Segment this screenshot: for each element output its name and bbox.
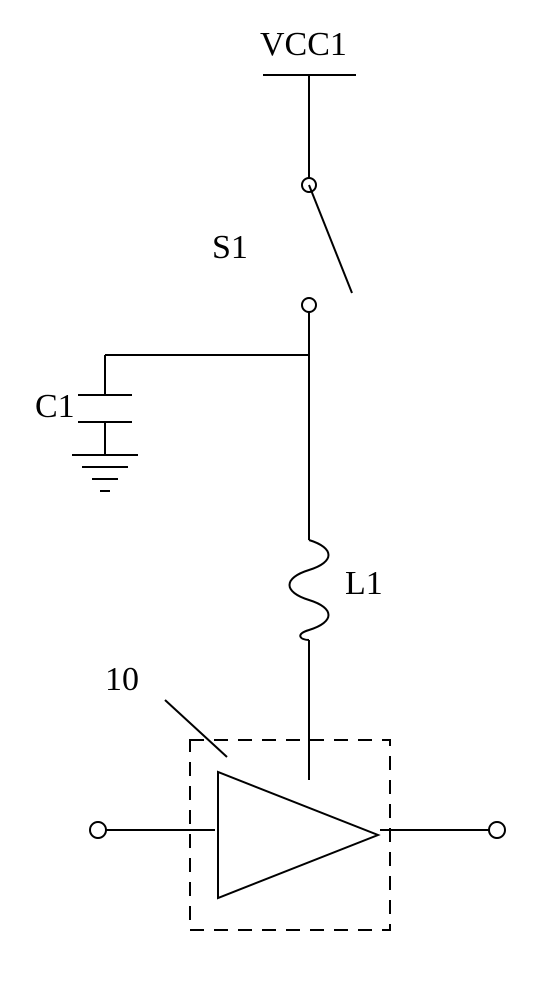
ref-10-leader <box>165 700 227 757</box>
c1-label: C1 <box>35 388 75 425</box>
amp-triangle <box>218 772 378 898</box>
switch-arm <box>309 185 352 293</box>
port-output <box>489 822 505 838</box>
l1-label: L1 <box>345 565 383 602</box>
switch-terminal-bottom <box>302 298 316 312</box>
ground-symbol <box>72 455 138 491</box>
port-input <box>90 822 106 838</box>
s1-label: S1 <box>212 229 248 266</box>
amp-block-outline <box>190 740 390 930</box>
circuit-schematic: VCC1 S1 C1 L1 10 <box>0 0 538 989</box>
vcc-label: VCC1 <box>260 26 347 63</box>
ref-10-label: 10 <box>105 661 139 698</box>
inductor-l1 <box>290 540 329 640</box>
